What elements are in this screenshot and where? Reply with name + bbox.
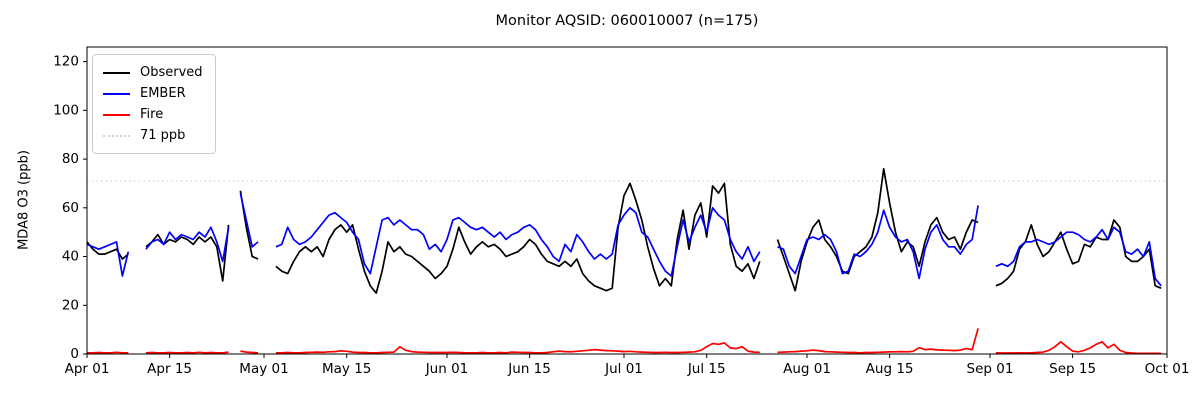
legend-item-fire: Fire	[103, 104, 203, 125]
x-tick-label: Jun 15	[507, 361, 551, 377]
y-tick-label: 120	[53, 54, 79, 70]
x-tick-label: Apr 15	[147, 361, 192, 377]
y-tick-label: 80	[62, 151, 79, 167]
legend-item-ember: EMBER	[103, 83, 203, 104]
x-tick-label: Oct 01	[1145, 361, 1190, 377]
threshold-line-swatch	[103, 134, 130, 137]
y-tick-label: 0	[70, 346, 79, 362]
x-tick-label: Apr 01	[65, 361, 110, 377]
fire-line	[240, 350, 259, 354]
legend-label-threshold: 71 ppb	[140, 128, 186, 143]
fire-line	[777, 328, 979, 354]
x-tick-label: Jul 01	[604, 361, 643, 377]
y-tick-label: 20	[62, 297, 79, 313]
observed-line	[275, 182, 761, 294]
x-tick-label: Aug 01	[783, 361, 831, 377]
legend-item-observed: Observed	[103, 62, 203, 83]
y-tick-label: 60	[62, 200, 79, 216]
x-tick-label: Jun 01	[425, 361, 469, 377]
plot-frame	[86, 46, 1168, 355]
legend-label-ember: EMBER	[140, 86, 186, 101]
legend-label-observed: Observed	[140, 65, 203, 80]
observed-line	[995, 219, 1162, 289]
chart-title: Monitor AQSID: 060010007 (n=175)	[495, 13, 759, 29]
ember-line	[777, 205, 979, 280]
fire-line	[145, 351, 229, 354]
x-tick-label: Sep 01	[967, 361, 1014, 377]
x-tick-label: Sep 15	[1049, 361, 1096, 377]
y-tick-label: 40	[62, 249, 79, 265]
fire-line	[87, 351, 129, 354]
ember-line	[145, 226, 230, 263]
ember-line-swatch	[103, 92, 130, 95]
fire-line	[995, 340, 1162, 355]
legend-item-threshold: 71 ppb	[103, 125, 203, 146]
observed-line	[86, 241, 129, 260]
observed-line	[776, 167, 979, 292]
ember-line	[239, 193, 259, 248]
legend: Observed EMBER Fire 71 ppb	[92, 54, 216, 154]
ember-line	[86, 241, 130, 277]
x-tick-label: May 15	[322, 361, 371, 377]
ember-line	[275, 206, 761, 277]
observed-line	[239, 190, 259, 260]
x-tick-label: Jul 15	[687, 361, 726, 377]
y-tick-label: 100	[53, 102, 79, 118]
fire-line-swatch	[103, 113, 130, 116]
x-tick-label: Aug 15	[866, 361, 914, 377]
ember-line	[995, 226, 1162, 287]
legend-label-fire: Fire	[140, 107, 164, 122]
fire-line	[275, 342, 760, 354]
observed-line-swatch	[103, 71, 130, 74]
observed-line	[145, 224, 230, 282]
x-tick-label: May 01	[239, 361, 288, 377]
